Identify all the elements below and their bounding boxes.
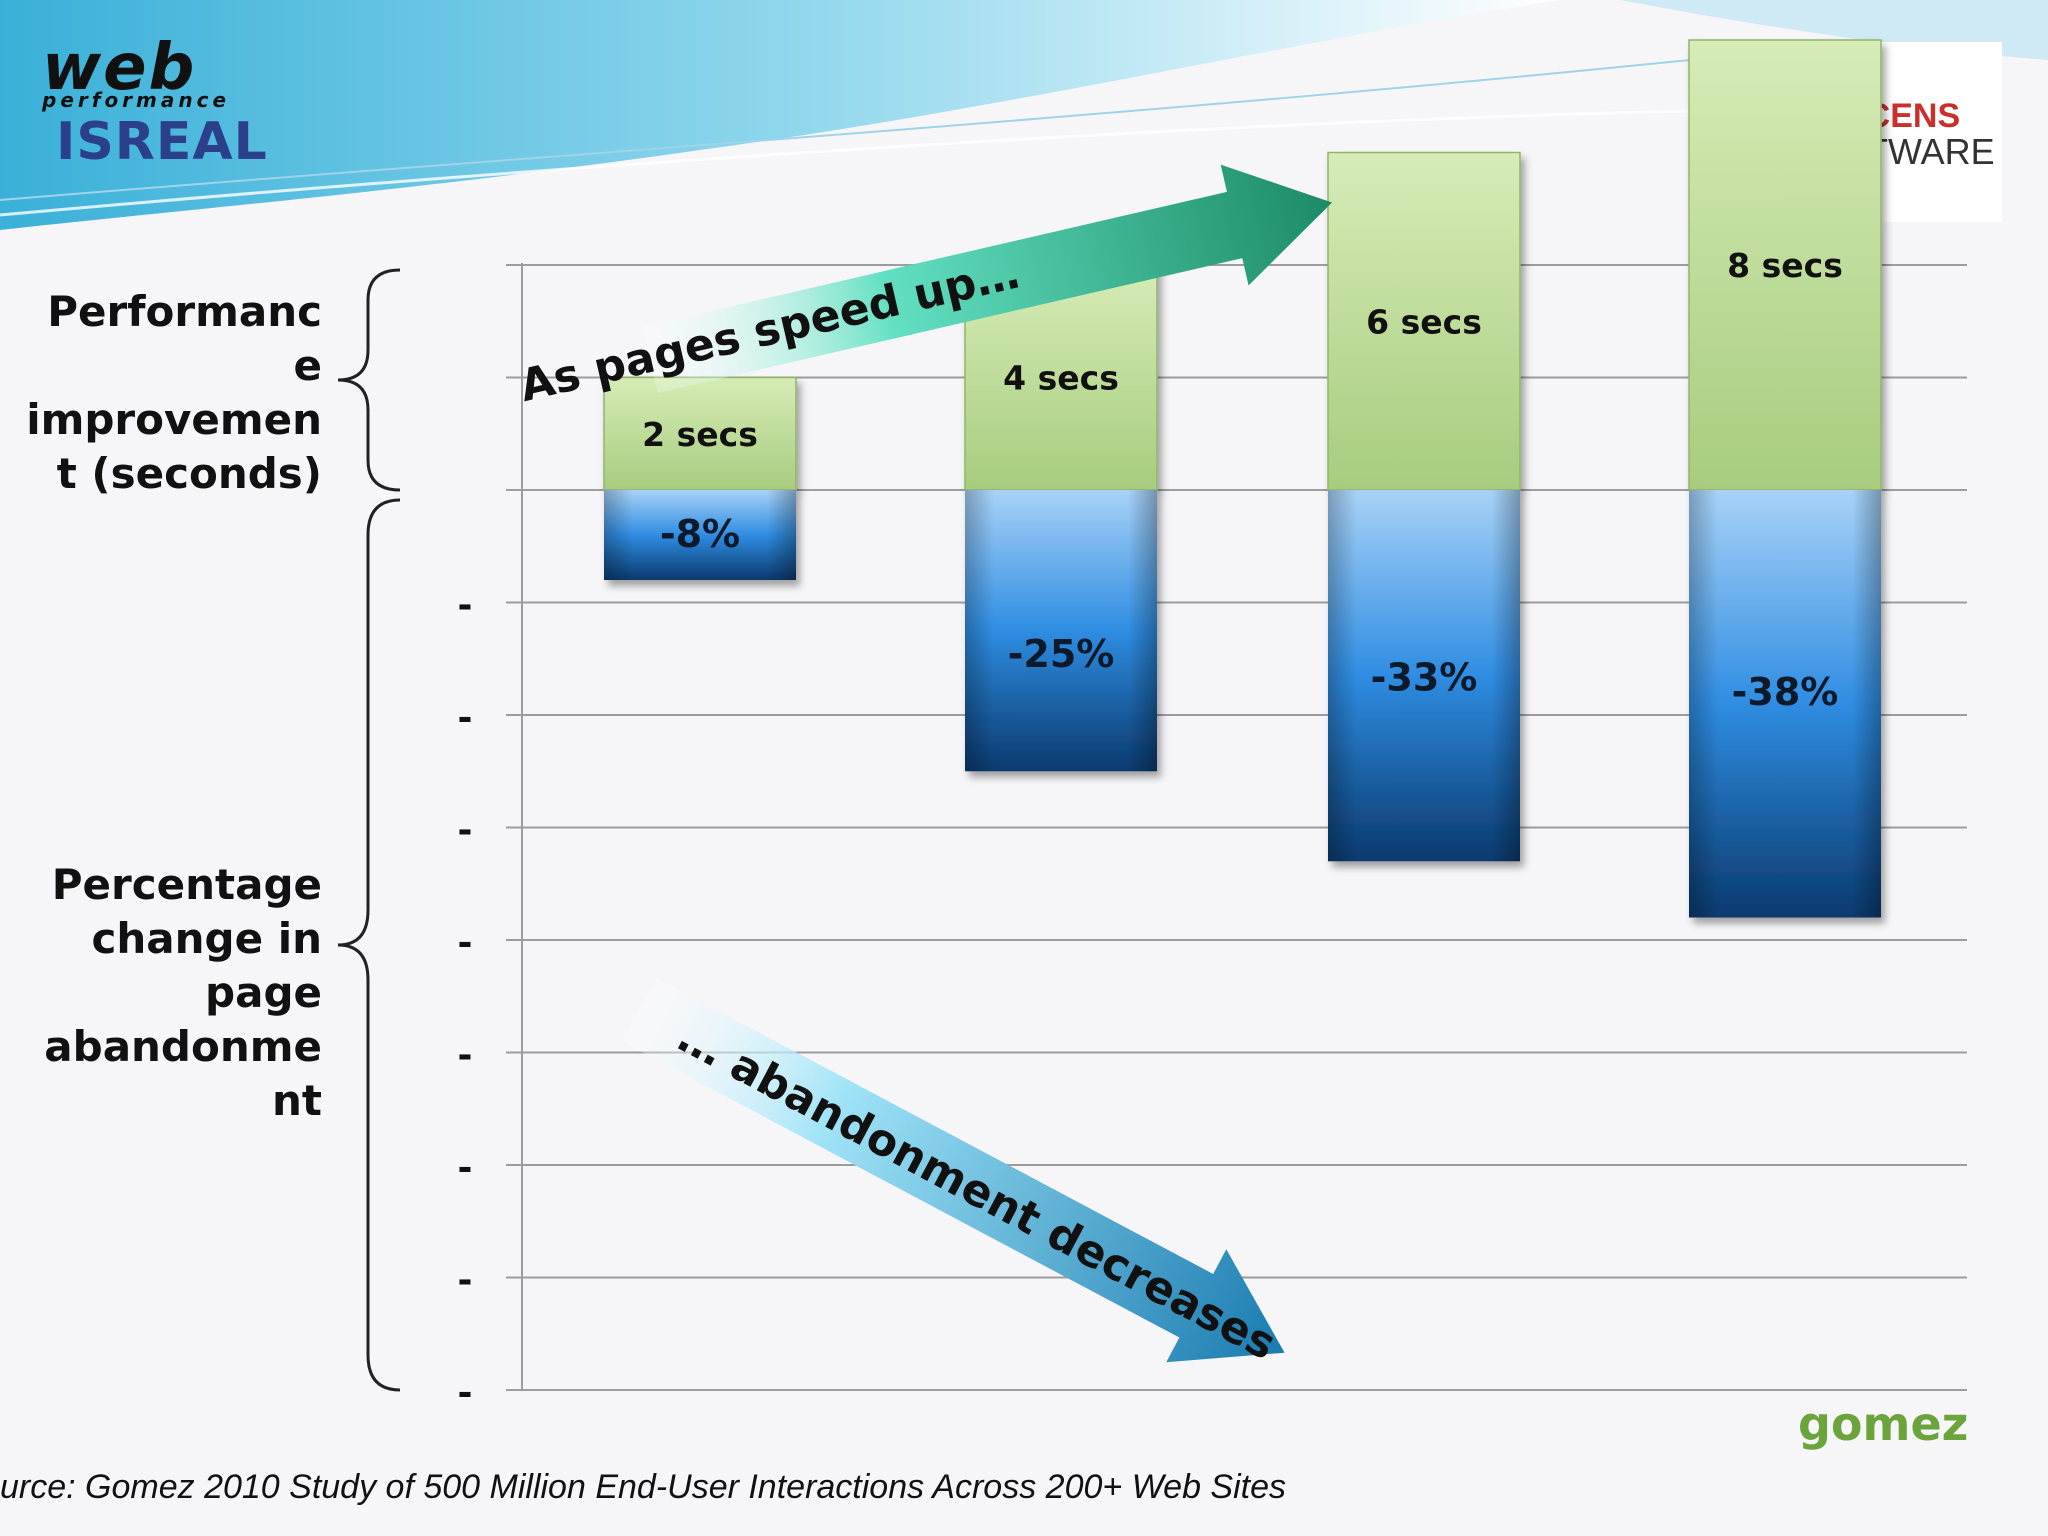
source-caption: urce: Gomez 2010 Study of 500 Million En…: [0, 1468, 1287, 1506]
abandonment-arrow-shape: [623, 978, 1285, 1363]
chart-bars: 2 secs -8% 4 secs -25% 6 secs -33% 8 secs -38%: [603, 39, 1882, 918]
value-label: -38%: [1732, 670, 1839, 714]
gomez-logo: gomez: [1780, 1390, 2030, 1470]
y-tick-label: -: [458, 585, 473, 626]
header-swoosh: [0, 108, 1741, 217]
y-tick-label: -: [458, 698, 473, 739]
chart-arrows: As pages speed up…… abandonment decrease…: [515, 164, 1333, 1370]
category-label: 4 secs: [1003, 359, 1119, 398]
category-label: 8 secs: [1727, 246, 1843, 285]
abandonment-arrow: … abandonment decreases: [623, 978, 1285, 1370]
value-label: -8%: [660, 512, 740, 556]
header-wave: [0, 0, 1560, 230]
axis-brackets: [337, 268, 401, 1392]
bar-seconds: [1327, 151, 1521, 491]
y-axis-label-top: Performanc e improvemen t (seconds): [26, 287, 322, 498]
y-axis-label-bottom: Percentage change in page abandonme nt: [44, 860, 322, 1125]
value-label: -33%: [1371, 656, 1478, 700]
bar-seconds: [1688, 39, 1882, 491]
category-label: 2 secs: [642, 415, 758, 454]
web-logo: web: [42, 31, 197, 105]
bracket-bottom: [337, 498, 401, 1392]
web-logo-country: ISREAL: [56, 112, 268, 172]
bar-abandonment-edge: [1689, 490, 1881, 918]
bar-abandonment-edge: [1328, 490, 1520, 862]
y-tick-label: -: [458, 1260, 473, 1301]
y-tick-label: -: [458, 923, 473, 964]
web-logo-subtitle: performance: [42, 88, 231, 112]
bracket-top: [337, 268, 401, 492]
abandonment-annotation: … abandonment decreases: [670, 1011, 1284, 1370]
y-tick-label: -: [458, 1373, 473, 1414]
y-tick-label: -: [458, 1035, 473, 1076]
bar-seconds: [603, 376, 797, 491]
speed-up-arrow-shape: [642, 164, 1333, 394]
y-tick-label: -: [458, 810, 473, 851]
category-label: 6 secs: [1366, 302, 1482, 341]
bar-abandonment-edge: [965, 490, 1157, 772]
y-tick-label: -: [458, 1148, 473, 1189]
bar-abandonment-edge: [604, 490, 796, 580]
gomez-logo-text: gomez: [1798, 1397, 1968, 1451]
value-label: -25%: [1008, 632, 1115, 676]
